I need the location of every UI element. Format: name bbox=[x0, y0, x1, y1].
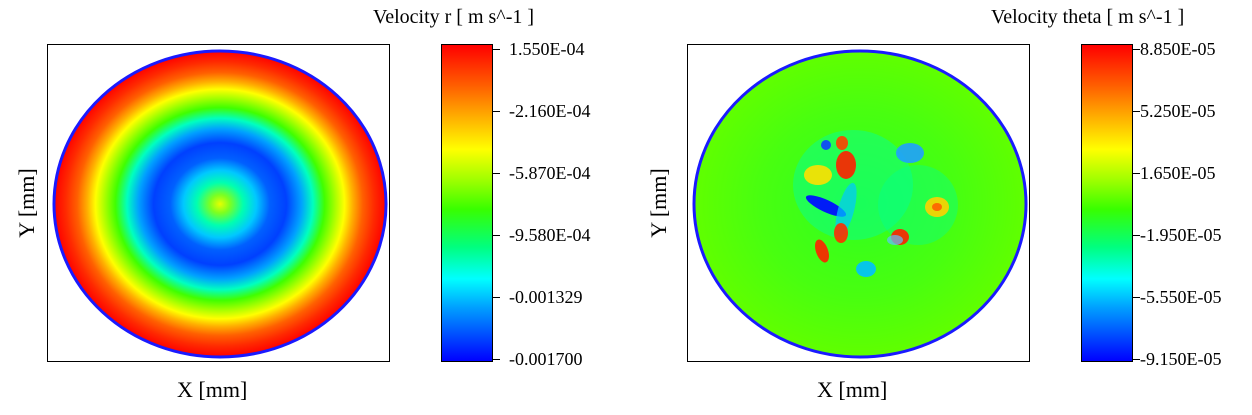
colorbar-tick-label: 8.850E-05 bbox=[1140, 39, 1216, 59]
chart-panel-velocity-r: X [mm] Y [mm] Velocity r [ m s^-1 ] 1.55… bbox=[14, 6, 591, 402]
colorbar-tick-label: -0.001329 bbox=[509, 287, 583, 307]
x-axis-label: X [mm] bbox=[817, 377, 888, 402]
contour-plot bbox=[52, 49, 388, 359]
colorbar-tick-label: -9.580E-04 bbox=[509, 225, 591, 245]
colorbar-tick-label: 1.550E-04 bbox=[509, 39, 585, 59]
colorbar-tick-label: 5.250E-05 bbox=[1140, 101, 1216, 121]
x-axis-label: X [mm] bbox=[177, 377, 248, 402]
colorbar-tick bbox=[1133, 49, 1140, 50]
chart-panel-velocity-theta: X [mm] Y [mm] Velocity theta [ m s^-1 ] … bbox=[640, 0, 1252, 415]
plot-area bbox=[687, 44, 1030, 362]
colorbar-title: Velocity r [ m s^-1 ] bbox=[373, 6, 535, 28]
colorbar-tick bbox=[493, 297, 500, 298]
plot-area bbox=[47, 44, 390, 362]
colorbar-tick bbox=[1133, 235, 1140, 236]
colorbar-tick bbox=[493, 359, 500, 360]
colorbar-tick-label: -9.150E-05 bbox=[1140, 349, 1222, 369]
colorbar-tick-label: -5.550E-05 bbox=[1140, 287, 1222, 307]
colorbar-tick bbox=[1133, 173, 1140, 174]
colorbar-title: Velocity theta [ m s^-1 ] bbox=[991, 6, 1185, 28]
colorbar-tick-label: -2.160E-04 bbox=[509, 101, 591, 121]
colorbar-tick-label: -1.950E-05 bbox=[1140, 225, 1222, 245]
y-axis-label: Y [mm] bbox=[646, 168, 671, 238]
colorbar-tick bbox=[1133, 111, 1140, 112]
colorbar-tick-label: -0.001700 bbox=[509, 349, 583, 369]
colorbar-tick bbox=[493, 173, 500, 174]
colorbar bbox=[441, 44, 493, 362]
contour-disc bbox=[692, 49, 1028, 359]
contour-plot bbox=[692, 49, 1028, 359]
contour-disc bbox=[52, 49, 388, 359]
colorbar-tick-label: 1.650E-05 bbox=[1140, 163, 1216, 183]
colorbar-tick-label: -5.870E-04 bbox=[509, 163, 591, 183]
colorbar-tick bbox=[493, 49, 500, 50]
y-axis-label: Y [mm] bbox=[14, 168, 39, 238]
colorbar-tick bbox=[493, 235, 500, 236]
colorbar-tick bbox=[493, 111, 500, 112]
colorbar-tick bbox=[1133, 297, 1140, 298]
contour-spots bbox=[793, 130, 958, 277]
colorbar bbox=[1081, 44, 1133, 362]
colorbar-tick bbox=[1133, 359, 1140, 360]
